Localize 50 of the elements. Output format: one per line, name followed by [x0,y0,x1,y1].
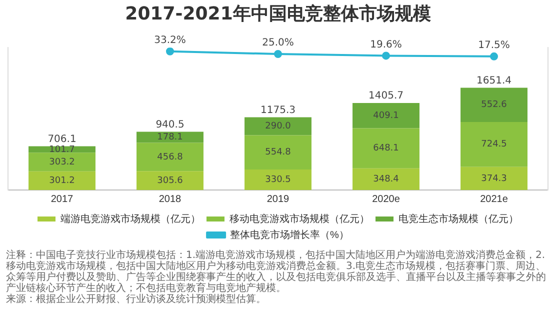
x-tick-label: 2021e [480,194,508,205]
data-label: 554.8 [265,148,292,158]
data-label: 374.3 [481,174,507,184]
bar [352,168,420,190]
bar [244,117,312,136]
data-label: 330.5 [265,175,291,186]
total-label: 1405.7 [368,90,404,102]
legend-label: 移动电竞游戏市场规模（亿元） [230,212,370,225]
bar [136,142,204,172]
data-label: 456.8 [157,152,184,162]
data-label: 348.4 [373,174,400,185]
data-label: 290.0 [265,122,292,132]
source-note: 来源：根据企业公开财报、行业访谈及统计预测模型估算。 [6,294,267,305]
data-label: 33.2% [154,34,186,46]
x-tick-label: 2017 [50,194,74,205]
data-label: 303.2 [49,157,75,168]
data-label: 19.6% [370,39,402,50]
data-label: 552.6 [481,100,508,110]
legend-label: 整体电竞市场增长率（%） [230,228,349,241]
data-label: 305.6 [157,176,184,186]
bar [244,170,312,190]
legend-label: 电竞生态市场规模（亿元） [398,212,518,225]
bar [352,102,420,128]
data-label: 724.5 [481,140,507,150]
bar [28,152,96,172]
bar [460,166,528,190]
data-label: 101.7 [49,144,75,155]
data-label: 648.1 [373,144,399,154]
text: 注释：中国电子竞技行业市场规模包括：1.端游电竞游戏市场规模，包括中国大陆地区用户为端游电竞游戏消费总金额，2.移动电竞游戏市场规模，包括中国大陆地区用户为移动电竞游戏消费总金额。3.电竞生态市场规模，包括赛事门票、周边、众筹等用户付费以及赞助、广告等企业围绕赛事产生的收入，以及包括电竞俱乐部及选手、直播平台以及主播等赛事之外的产业链核心环节产生的收入；不包括电竞教育与电竞地产规模。 [6,250,547,294]
bar [244,135,312,170]
bar [136,171,204,190]
data-label: 409.1 [373,110,399,121]
bar [28,171,96,190]
total-label: 940.5 [156,119,184,130]
bar [460,88,528,122]
x-tick-label: 2019 [266,194,290,205]
data-label: 25.0% [262,38,294,49]
total-label: 1651.4 [476,75,512,86]
legend-label: 端游电竞游戏市场规模（亿元） [60,212,200,225]
bar [460,122,528,167]
data-label: 301.2 [49,176,75,186]
total-label: 1175.3 [260,104,296,116]
data-label: 178.1 [157,132,183,143]
bar [352,128,420,168]
total-label: 706.1 [48,134,76,145]
chart-title: 2017-2021年中国电竞整体市场规模 [125,3,431,24]
data-label: 17.5% [478,40,510,51]
bar [136,132,204,143]
x-tick-label: 2020e [372,194,400,205]
x-tick-label: 2018 [158,194,182,205]
